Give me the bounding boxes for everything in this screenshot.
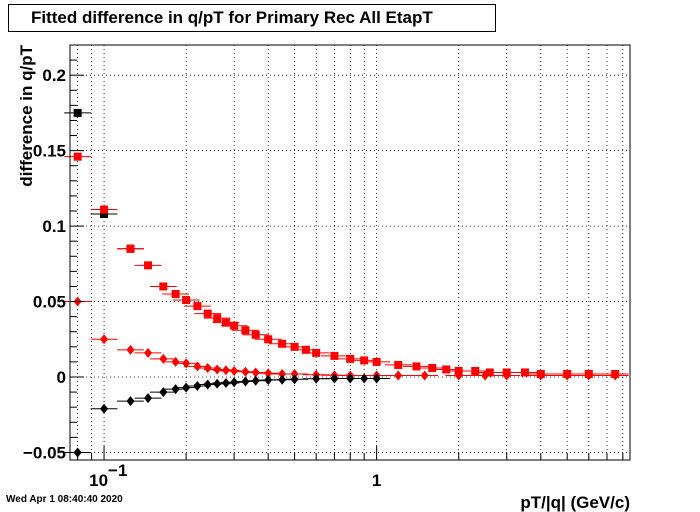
data-point-square — [290, 342, 299, 351]
x-tick-label-exponent: −1 — [108, 461, 127, 480]
data-point-square — [213, 314, 222, 323]
data-point-square — [264, 335, 273, 344]
data-point-diamond — [330, 373, 339, 384]
data-point-square — [73, 152, 82, 161]
data-point-square — [203, 309, 212, 318]
data-point-square — [182, 296, 191, 305]
data-point-square — [193, 302, 202, 311]
data-point-diamond — [290, 374, 299, 385]
data-point-square — [73, 108, 82, 117]
data-point-square — [159, 282, 168, 291]
tick-labels: −0.05 0 0.05 0.1 0.15 0.2 10−1 1 — [23, 66, 381, 490]
data-point-diamond — [241, 376, 250, 387]
data-point-diamond — [203, 362, 212, 373]
data-point-diamond — [563, 370, 572, 381]
data-point-square — [394, 360, 403, 369]
y-tick-label: 0.2 — [42, 66, 66, 85]
data-point-diamond — [144, 347, 153, 358]
data-point-diamond — [394, 370, 403, 381]
chart-title: Fitted difference in q/pT for Primary Re… — [8, 4, 496, 32]
data-point-diamond — [126, 396, 135, 407]
y-axis-label: difference in q/pT — [17, 44, 36, 186]
y-tick-label: 0 — [57, 368, 66, 387]
data-point-diamond — [221, 378, 230, 389]
data-point-square — [346, 354, 355, 363]
data-point-square — [241, 326, 250, 335]
data-point-diamond — [100, 334, 109, 345]
x-tick-label: 10 — [89, 471, 108, 490]
data-point-square — [520, 368, 529, 377]
data-point-diamond — [251, 375, 260, 386]
data-point-diamond — [420, 370, 429, 381]
data-point-diamond — [100, 403, 109, 414]
data-point-diamond — [221, 365, 230, 376]
data-points — [64, 108, 629, 458]
data-point-square — [171, 290, 180, 298]
data-point-diamond — [502, 370, 511, 381]
data-point-diamond — [454, 370, 463, 381]
data-point-square — [144, 261, 153, 270]
data-point-diamond — [290, 368, 299, 379]
data-point-diamond — [182, 358, 191, 369]
data-point-square — [278, 339, 287, 348]
data-point-diamond — [144, 393, 153, 404]
data-point-square — [230, 321, 239, 330]
data-point-square — [485, 368, 494, 377]
y-tick-label: −0.05 — [23, 443, 66, 462]
data-point-square — [442, 365, 451, 374]
data-point-diamond — [182, 382, 191, 393]
data-point-diamond — [251, 367, 260, 378]
data-point-diamond — [193, 381, 202, 392]
data-point-diamond — [312, 373, 321, 384]
data-point-diamond — [536, 370, 545, 381]
data-point-diamond — [264, 375, 273, 386]
data-point-diamond — [584, 370, 593, 381]
data-point-square — [471, 366, 480, 375]
data-point-diamond — [372, 373, 381, 384]
data-point-square — [312, 348, 321, 357]
data-point-diamond — [126, 344, 135, 355]
x-axis-label: pT/|q| (GeV/c) — [520, 493, 630, 512]
data-point-diamond — [203, 379, 212, 390]
data-point-diamond — [230, 377, 239, 388]
data-point-square — [100, 210, 109, 219]
x-tick-label: 1 — [372, 471, 381, 490]
data-point-diamond — [159, 353, 168, 364]
data-point-diamond — [171, 356, 180, 367]
data-point-square — [372, 357, 381, 366]
timestamp: Wed Apr 1 08:40:40 2020 — [6, 494, 123, 505]
data-point-square — [330, 351, 339, 360]
data-point-diamond — [611, 370, 620, 381]
data-point-diamond — [346, 373, 355, 384]
data-point-diamond — [481, 370, 490, 381]
data-point-diamond — [241, 366, 250, 377]
y-tick-label: 0.15 — [33, 142, 66, 161]
data-point-diamond — [213, 364, 222, 375]
data-point-square — [428, 363, 437, 372]
data-point-square — [251, 330, 260, 339]
data-point-diamond — [264, 368, 273, 379]
data-point-diamond — [171, 384, 180, 395]
data-point-square — [100, 205, 109, 214]
data-point-square — [221, 318, 230, 327]
data-point-diamond — [213, 378, 222, 389]
data-point-square — [360, 356, 369, 365]
data-point-diamond — [193, 361, 202, 372]
data-point-diamond — [159, 387, 168, 398]
data-point-square — [126, 244, 135, 253]
y-tick-label: 0.05 — [33, 293, 66, 312]
axis-ticks — [70, 44, 624, 460]
data-point-square — [301, 345, 310, 354]
data-point-square — [412, 362, 421, 371]
y-tick-label: 0.1 — [42, 217, 66, 236]
data-point-diamond — [230, 365, 239, 376]
